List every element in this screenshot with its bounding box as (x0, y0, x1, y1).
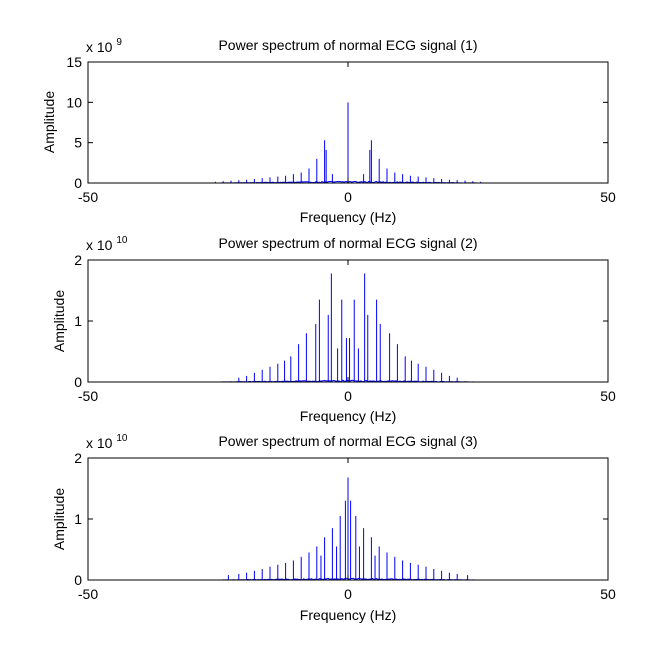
y-tick-label: 5 (74, 135, 82, 151)
subplot-2: Power spectrum of normal ECG signal (2) … (51, 235, 616, 424)
y-ticks-3: 0 1 2 (74, 450, 608, 588)
y-tick-label: 15 (66, 54, 82, 70)
multiplier-label-2: x 10 10 (86, 235, 128, 253)
y-tick-label: 0 (74, 175, 82, 191)
x-tick-label: 50 (600, 189, 616, 205)
x-axis-label-3: Frequency (Hz) (300, 607, 396, 623)
x-tick-label: -50 (78, 388, 98, 404)
multiplier-base-3: x 10 (86, 435, 113, 451)
multiplier-base-1: x 10 (86, 39, 113, 55)
x-tick-label: 0 (344, 189, 352, 205)
x-ticks-2: -50 0 50 (78, 260, 616, 404)
multiplier-exponent-1: 9 (116, 37, 122, 48)
multiplier-label-3: x 10 10 (86, 433, 128, 451)
x-axis-label-2: Frequency (Hz) (300, 408, 396, 424)
y-tick-label: 0 (74, 374, 82, 390)
x-tick-label: -50 (78, 586, 98, 602)
y-ticks-2: 0 1 2 (74, 252, 608, 390)
subplot-1: Power spectrum of normal ECG signal (1) … (41, 37, 616, 225)
chart-title-1: Power spectrum of normal ECG signal (1) (218, 37, 477, 53)
x-tick-label: 50 (600, 586, 616, 602)
y-ticks-1: 0 5 10 15 (66, 54, 608, 191)
y-tick-label: 1 (74, 511, 82, 527)
multiplier-exponent-2: 10 (116, 235, 128, 246)
y-tick-label: 10 (66, 94, 82, 110)
y-tick-label: 2 (74, 450, 82, 466)
x-ticks-3: -50 0 50 (78, 458, 616, 602)
y-axis-label-3: Amplitude (51, 488, 67, 550)
y-tick-label: 0 (74, 572, 82, 588)
x-tick-label: 50 (600, 388, 616, 404)
x-ticks-1: -50 0 50 (78, 62, 616, 205)
y-tick-label: 2 (74, 252, 82, 268)
y-axis-label-2: Amplitude (51, 290, 67, 352)
x-tick-label: -50 (78, 189, 98, 205)
y-tick-label: 1 (74, 313, 82, 329)
x-axis-label-1: Frequency (Hz) (300, 209, 396, 225)
x-tick-label: 0 (344, 388, 352, 404)
multiplier-exponent-3: 10 (116, 433, 128, 444)
multiplier-label-1: x 10 9 (86, 37, 122, 55)
y-axis-label-1: Amplitude (41, 91, 57, 153)
x-tick-label: 0 (344, 586, 352, 602)
multiplier-base-2: x 10 (86, 237, 113, 253)
chart-title-3: Power spectrum of normal ECG signal (3) (218, 433, 477, 449)
chart-title-2: Power spectrum of normal ECG signal (2) (218, 235, 477, 251)
subplot-3: Power spectrum of normal ECG signal (3) … (51, 433, 616, 623)
